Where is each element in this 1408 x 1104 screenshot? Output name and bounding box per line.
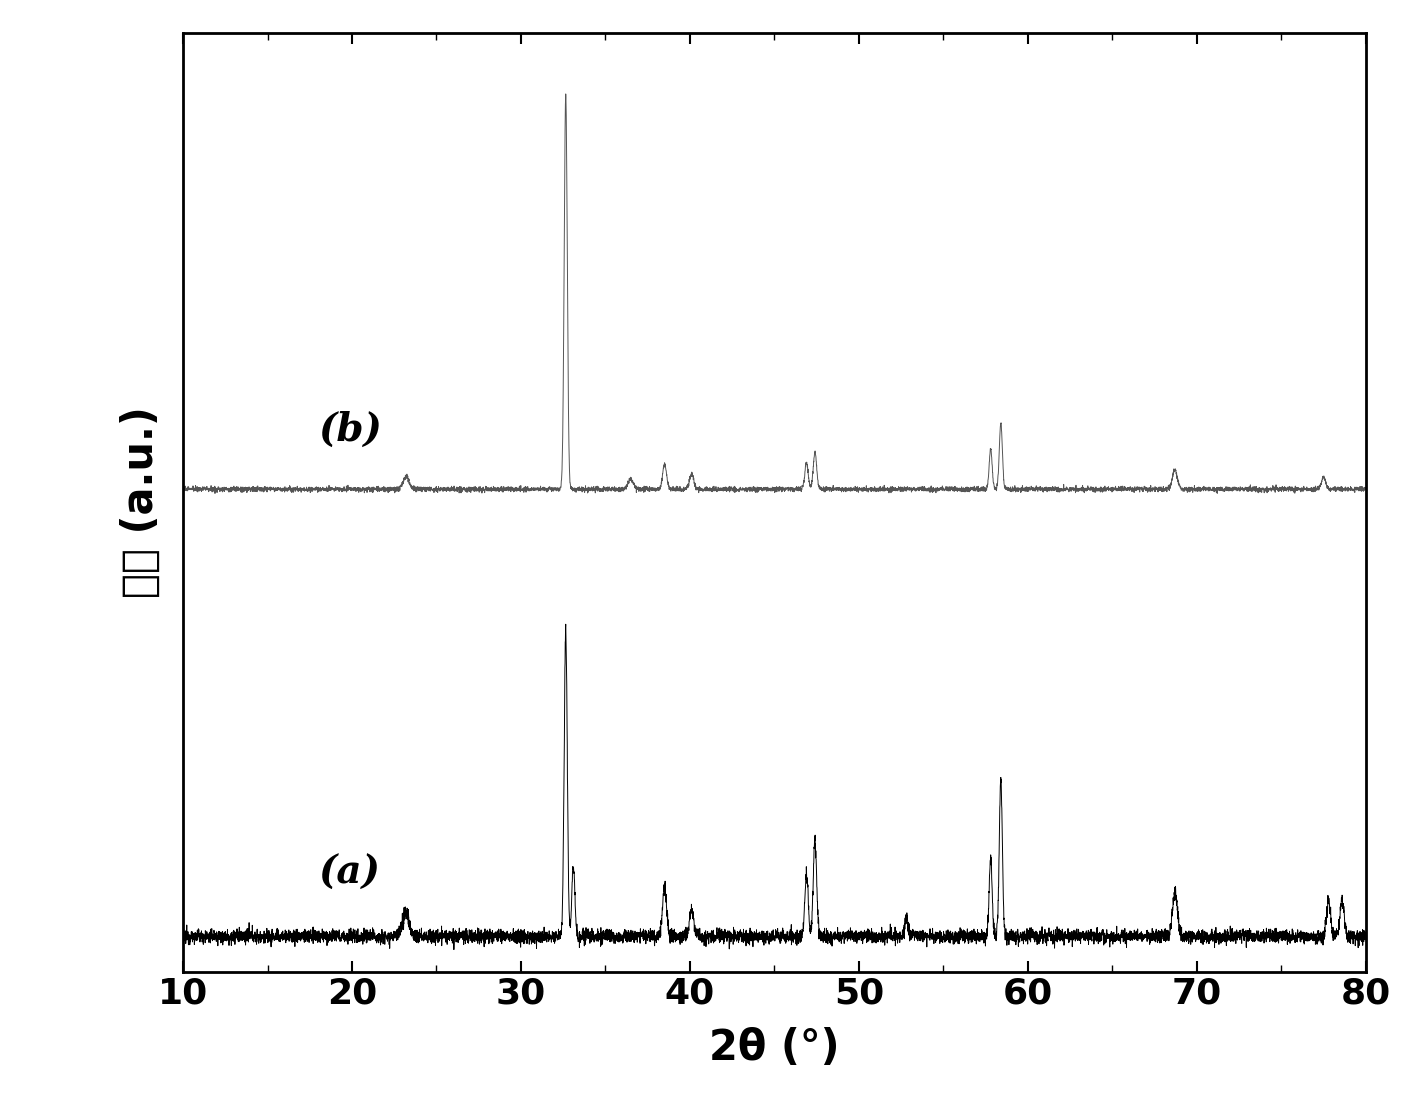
Text: (b): (b) xyxy=(318,411,382,449)
Text: (a): (a) xyxy=(318,853,380,892)
X-axis label: 2θ (°): 2θ (°) xyxy=(710,1027,839,1069)
Y-axis label: 强度 (a.u.): 强度 (a.u.) xyxy=(120,406,162,598)
